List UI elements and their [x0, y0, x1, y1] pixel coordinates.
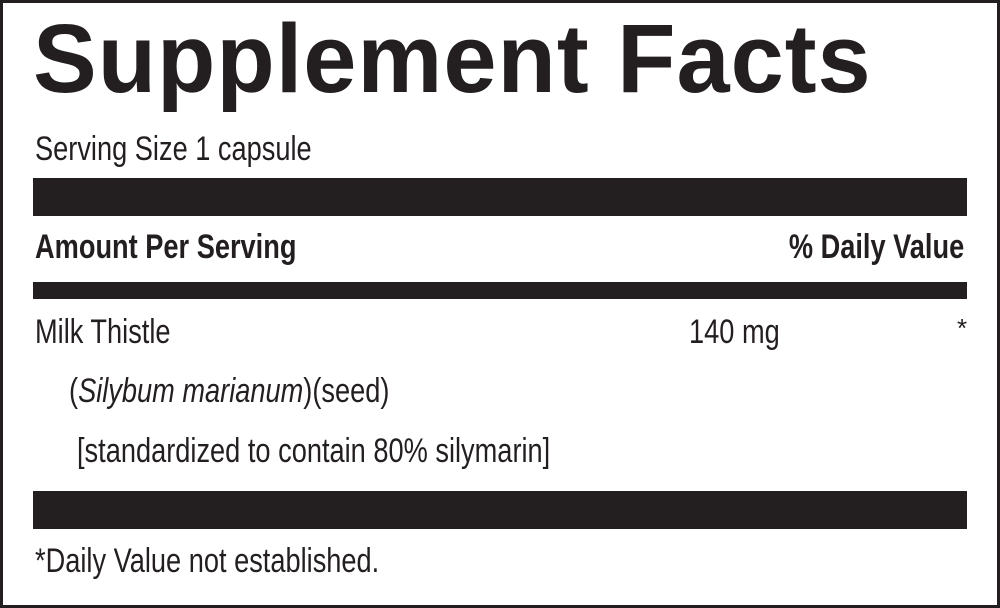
ingredient-latin-line: (Silybum marianum)(seed)	[69, 371, 470, 411]
daily-value-header: % Daily Value	[788, 228, 964, 266]
ingredient-amount: 140 mg	[689, 313, 780, 351]
open-paren: (	[69, 372, 79, 410]
ingredient-dv: *	[957, 313, 968, 343]
ingredient-name: Milk Thistle	[35, 313, 171, 351]
label-title: Supplement Facts	[33, 4, 872, 113]
plant-part: )(seed)	[303, 372, 390, 410]
serving-size: Serving Size 1 capsule	[35, 130, 312, 168]
medium-divider	[33, 282, 967, 299]
footnote: *Daily Value not established.	[35, 542, 380, 580]
thick-divider	[33, 178, 967, 216]
ingredient-standardization: [standardized to contain 80% silymarin]	[77, 432, 551, 470]
latin-name: Silybum marianum	[78, 372, 304, 410]
amount-per-serving-header: Amount Per Serving	[35, 228, 297, 266]
thick-divider-bottom	[33, 491, 967, 529]
